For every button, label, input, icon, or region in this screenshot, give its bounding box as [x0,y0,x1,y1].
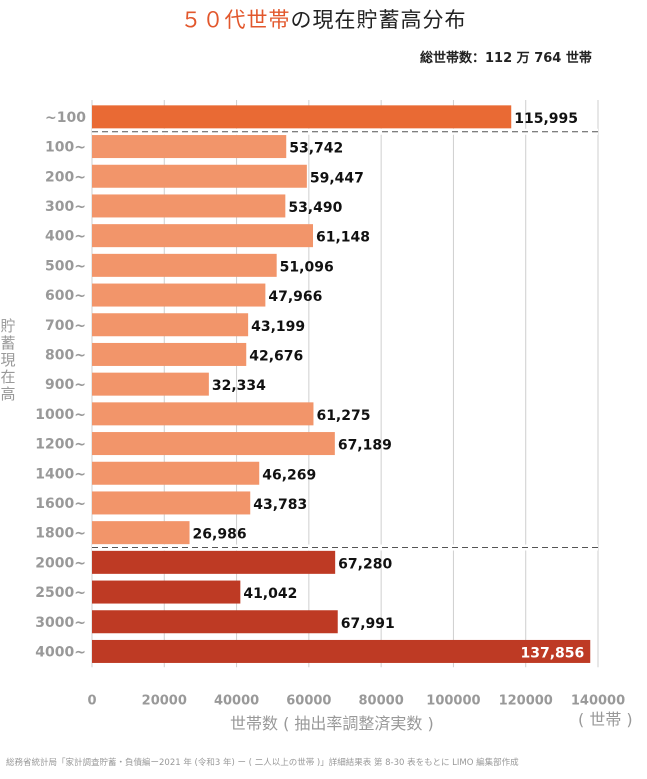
y-tick-label: 100~ [45,140,86,156]
y-tick-label: 1200~ [35,437,86,453]
x-tick-label: 120000 [499,693,553,708]
data-label: 46,269 [262,467,316,483]
y-tick-label: 2500~ [35,585,86,601]
chart-title-highlight: ５０代世帯 [180,8,291,32]
y-tick-label: 300~ [45,199,86,215]
y-tick-label: 1600~ [35,496,86,512]
bar [92,491,251,515]
data-label: 137,856 [520,645,584,661]
bar [92,521,190,545]
data-label: 53,490 [288,200,342,216]
y-tick-label: 3000~ [35,615,86,631]
y-tick-label: 1800~ [35,526,86,542]
data-label: 43,783 [253,497,307,513]
x-tick-label: 140000 [571,693,625,708]
data-label: 53,742 [289,141,343,157]
x-tick-label: 20000 [142,693,187,708]
y-tick-label: 800~ [45,347,86,363]
y-tick-label: 900~ [45,377,86,393]
chart-title: ５０代世帯の現在貯蓄高分布 [0,4,647,34]
data-label: 67,280 [338,556,392,572]
data-label: 43,199 [251,319,305,335]
bar [92,105,512,129]
x-axis-unit: ( 世帯 ) [578,710,633,729]
source-note: 総務省統計局「家計調査貯蓄・負債編ー2021 年 (令和3 年) ー ( 二人以… [6,758,519,768]
y-tick-label: 1400~ [35,466,86,482]
bar [92,432,335,456]
y-tick-label: 400~ [45,229,86,245]
y-tick-label: 1000~ [35,407,86,423]
y-tick-label: 600~ [45,288,86,304]
y-tick-label: 700~ [45,318,86,334]
data-label: 61,275 [316,408,370,424]
x-tick-label: 60000 [286,693,331,708]
bar [92,639,591,663]
y-axis-label: 貯蓄現在高 [0,317,16,403]
chart-title-rest: の現在貯蓄高分布 [290,8,467,32]
x-tick-label: 80000 [359,693,404,708]
data-label: 47,966 [268,289,322,305]
data-label: 115,995 [514,111,578,127]
data-label: 42,676 [249,348,303,364]
bar [92,253,277,277]
bar [92,342,247,366]
bar [92,372,209,396]
data-label: 67,991 [341,616,395,632]
bar [92,224,314,248]
bar [92,550,336,574]
data-label: 67,189 [338,438,392,454]
y-tick-label: 4000~ [35,644,86,660]
bar [92,313,249,337]
data-label: 41,042 [243,586,297,602]
data-label: 51,096 [280,259,334,275]
bar [92,402,314,426]
data-label: 61,148 [316,230,370,246]
x-tick-label: 40000 [214,693,259,708]
bar [92,580,241,604]
data-label: 26,986 [193,527,247,543]
total-households-label: 総世帯数：112 万 764 世帯 [420,51,592,66]
bar [92,610,338,634]
y-tick-label: 2000~ [35,555,86,571]
x-tick-label: 0 [87,693,96,708]
bar [92,164,307,188]
data-label: 59,447 [310,170,364,186]
bar [92,461,260,485]
data-label: 32,334 [212,378,266,394]
y-tick-label: 200~ [45,169,86,185]
bar [92,194,286,218]
y-tick-label: 500~ [45,258,86,274]
x-axis-label: 世帯数 ( 抽出率調整済実数 ) [230,714,434,733]
bar [92,135,287,159]
y-tick-label: ~100 [45,110,86,126]
bar [92,283,266,307]
x-tick-label: 100000 [426,693,480,708]
